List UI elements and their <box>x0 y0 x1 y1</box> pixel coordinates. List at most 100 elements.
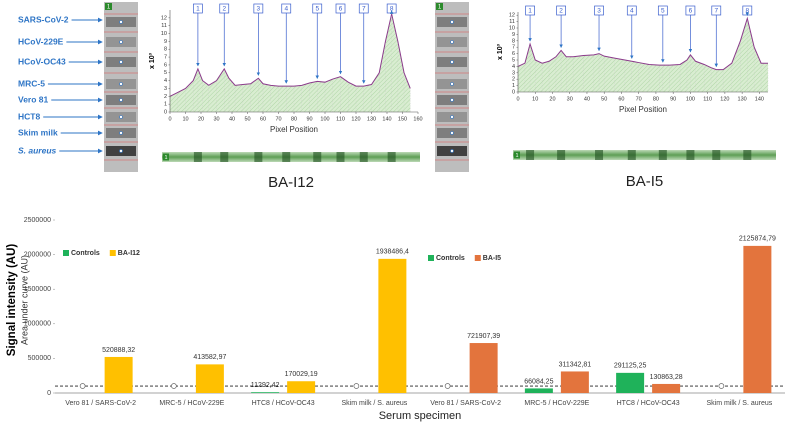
profile-line <box>517 16 768 71</box>
x-tick-label: 50 <box>601 96 607 102</box>
x-tick-label: 90 <box>670 96 676 102</box>
x-tick-label: Vero 81 / SARS-CoV-2 <box>430 400 501 407</box>
x-tick-label: 30 <box>567 96 573 102</box>
lane-band <box>557 150 566 160</box>
strip-number: 1 <box>107 4 111 10</box>
bar <box>524 388 553 393</box>
y-tick-label: 500000 <box>28 355 51 362</box>
y-tick-label: 12 <box>161 15 167 21</box>
strip-number: 1 <box>164 155 167 161</box>
blot-label: SARS-CoV-2 <box>18 14 69 24</box>
x-tick-label: 40 <box>584 96 590 102</box>
blot-dot <box>119 20 123 24</box>
x-tick-label: 150 <box>398 116 407 122</box>
profile-area <box>518 18 768 92</box>
blot-label: Skim milk <box>18 127 58 137</box>
x-tick-label: 60 <box>260 116 266 122</box>
x-tick-label: 110 <box>336 116 345 122</box>
y-axis-label: x 10³ <box>149 52 156 69</box>
x-tick-label: 10 <box>182 116 188 122</box>
blot-dot <box>119 131 123 135</box>
lane-band <box>526 150 535 160</box>
blot-label: HCoV-OC43 <box>18 56 66 66</box>
x-tick-label: MRC-5 / HCoV-229E <box>524 400 589 407</box>
marker-label: 5 <box>315 5 319 12</box>
marker-label: 3 <box>257 5 261 12</box>
y-tick-label: 1 <box>164 102 167 108</box>
y-tick-label: 9 <box>512 32 515 38</box>
value-label: 413582,97 <box>193 354 226 361</box>
x-tick-label: 40 <box>229 116 235 122</box>
bar <box>616 372 645 393</box>
y-tick-label: 12 <box>509 13 515 19</box>
bar <box>195 364 224 393</box>
x-tick-label: Vero 81 / SARS-CoV-2 <box>65 400 136 407</box>
y-tick-label: 0 <box>164 109 167 115</box>
lane-band <box>313 152 322 162</box>
lane-band <box>336 152 345 162</box>
zero-marker <box>444 383 451 389</box>
y-axis-label: Signal intensity (AU) <box>6 244 18 357</box>
marker-label: 2 <box>222 5 226 12</box>
value-label: 66084,25 <box>524 378 553 385</box>
y-tick-label: 1500000 <box>24 286 51 293</box>
x-tick-label: HTC8 / HCoV-OC43 <box>617 400 680 407</box>
y-tick-label: 1000000 <box>24 321 51 328</box>
y-tick-label: 11 <box>161 23 167 29</box>
lane-band <box>712 150 721 160</box>
marker-label: 8 <box>390 5 394 12</box>
blot-dot <box>450 149 454 153</box>
x-tick-label: 70 <box>275 116 281 122</box>
blot-dot <box>450 20 454 24</box>
y-tick-label: 10 <box>509 25 515 31</box>
strip-tag <box>436 3 443 10</box>
lane-band <box>595 150 604 160</box>
marker-label: 7 <box>362 5 366 12</box>
value-label: 170029,19 <box>285 371 318 378</box>
x-tick-label: 30 <box>213 116 219 122</box>
blot-dot <box>119 115 123 119</box>
y-tick-label: 4 <box>164 78 167 84</box>
marker-label: 1 <box>528 7 532 14</box>
blot-label: Vero 81 <box>18 94 49 104</box>
x-tick-label: 110 <box>703 96 712 102</box>
strip-tag <box>514 151 520 159</box>
legend-swatch <box>63 250 69 256</box>
zero-marker <box>718 383 725 389</box>
bar <box>652 383 681 393</box>
y-tick-label: 2 <box>512 77 515 83</box>
value-label: 2125874,79 <box>739 236 776 243</box>
y-tick-label: 2 <box>164 94 167 100</box>
lane-band <box>282 152 291 162</box>
caption: BA-I12 <box>268 174 314 191</box>
x-tick-label: 160 <box>413 116 422 122</box>
marker-label: 5 <box>661 7 665 14</box>
bar <box>560 371 589 393</box>
x-tick-label: 20 <box>549 96 555 102</box>
profile-area <box>170 13 411 112</box>
blot-dot <box>450 131 454 135</box>
marker-label: 4 <box>630 7 634 14</box>
lane-band <box>359 152 368 162</box>
y-tick-label: 0 <box>512 89 515 95</box>
blot-dot <box>119 149 123 153</box>
x-tick-label: 70 <box>636 96 642 102</box>
y-tick-label: 2500000 <box>24 217 51 224</box>
y-tick-label: 4 <box>512 64 515 70</box>
y-tick-label: 10 <box>161 31 167 37</box>
x-tick-label: 0 <box>516 96 519 102</box>
blot-dot <box>450 40 454 44</box>
legend-swatch <box>109 250 116 256</box>
blot-label: HCoV-229E <box>18 36 64 46</box>
value-label: 11292,42 <box>251 382 280 389</box>
strip-number: 1 <box>515 153 518 159</box>
y-axis-label: x 10³ <box>497 43 504 60</box>
zero-marker <box>171 383 177 389</box>
x-tick-label: 130 <box>738 96 747 102</box>
value-label: 721907,39 <box>467 333 500 340</box>
x-tick-label: 0 <box>168 116 171 122</box>
profile-line <box>169 13 411 97</box>
legend-label: Controls <box>436 255 465 262</box>
